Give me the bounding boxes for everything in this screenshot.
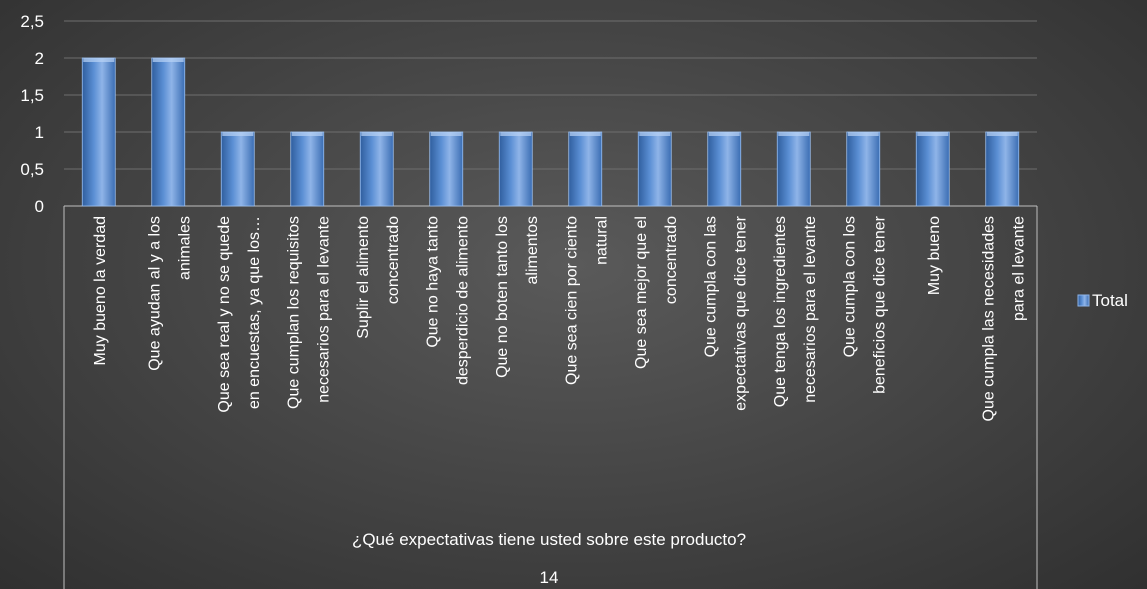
x-category-label-line: Que sea cien por ciento	[563, 216, 580, 385]
bar	[290, 131, 325, 207]
gridlines	[64, 20, 1037, 170]
bar	[915, 131, 950, 207]
x-category-label: Que no haya tanto desperdicio de alimento	[424, 216, 471, 385]
x-category-label: Que tenga los ingredientes necesarios par…	[772, 216, 819, 407]
y-tick-label: 2,5	[20, 12, 44, 31]
x-category-label: Que cumpla con las expectativas que dice …	[702, 215, 749, 410]
x-category-label-line: Que no haya tanto	[424, 216, 441, 348]
bar	[498, 131, 533, 207]
bar-highlight	[569, 132, 601, 136]
x-category-label-line: Muy bueno	[926, 216, 943, 295]
x-category-label: Que sea cien por ciento natural	[563, 216, 610, 385]
x-category-label-line: desperdicio de alimento	[454, 216, 471, 385]
bar-highlight	[708, 132, 740, 136]
bar	[707, 131, 742, 207]
x-axis-title: ¿Qué expectativas tiene usted sobre este…	[352, 530, 746, 549]
x-category-label: Que ayudan al y a los animales	[146, 216, 193, 371]
bar-highlight	[361, 132, 393, 136]
bar-highlight	[917, 132, 949, 136]
bars	[81, 57, 1020, 207]
x-category-label: Muy bueno la verdad	[92, 216, 109, 365]
x-category-label-line: concentrado	[663, 216, 680, 304]
y-tick-label: 1,5	[20, 86, 44, 105]
x-category-label-line: animales	[176, 216, 193, 280]
bar	[846, 131, 881, 207]
x-category-label-line: Suplir el alimento	[355, 216, 372, 339]
x-category-label-line: en encuestas, ya que los…	[246, 216, 263, 409]
bar-highlight	[500, 132, 532, 136]
bar-highlight	[778, 132, 810, 136]
x-category-label-line: Que sea mejor que el	[633, 216, 650, 369]
bar	[568, 131, 603, 207]
x-category-label-line: Que cumpla con las	[702, 216, 719, 357]
x-category-label-line: Que sea real y no se quede	[216, 216, 233, 413]
x-category-label-line: Que tenga los ingredientes	[772, 216, 789, 407]
x-category-label: Que sea mejor que el concentrado	[633, 216, 680, 369]
bar	[359, 131, 394, 207]
y-tick-label: 0	[35, 197, 44, 216]
group-label: 14	[540, 568, 559, 587]
y-tick-labels: 0 0,5 1 1,5 2 2,5	[20, 12, 44, 216]
x-category-label-line: alimentos	[524, 216, 541, 284]
legend: Total	[1077, 291, 1128, 310]
x-category-label: Que cumpla con los beneficios que dice te…	[841, 215, 888, 394]
x-category-label-line: Que ayudan al y a los	[146, 216, 163, 371]
y-tick-label: 0,5	[20, 160, 44, 179]
bar	[220, 131, 255, 207]
bar-highlight	[639, 132, 671, 136]
x-category-label: Que no boten tanto los alimentos	[494, 216, 541, 378]
x-category-label-line: Que no boten tanto los	[494, 216, 511, 378]
x-category-label-line: necesarios para el levante	[315, 216, 332, 403]
bar	[776, 131, 811, 207]
x-category-label-line: expectativas que dice tener	[732, 215, 749, 410]
bar-highlight	[847, 132, 879, 136]
x-category-label-line: Que cumplan los requisitos	[285, 216, 302, 409]
bar	[429, 131, 464, 207]
x-category-label-line: Muy bueno la verdad	[92, 216, 109, 365]
legend-swatch	[1077, 294, 1090, 307]
x-category-label-line: para el levante	[1010, 216, 1027, 321]
bar-highlight	[986, 132, 1018, 136]
legend-label: Total	[1092, 291, 1128, 310]
bar-highlight	[222, 132, 254, 136]
y-tick-label: 2	[35, 49, 44, 68]
x-category-label: Suplir el alimento concentrado	[355, 216, 402, 339]
bar-highlight	[83, 58, 115, 62]
x-category-label: Que sea real y no se quede en encuestas, …	[216, 216, 263, 413]
x-category-label-line: Que cumpla las necesidades	[980, 216, 997, 421]
x-category-label-line: concentrado	[385, 216, 402, 304]
x-category-label-line: natural	[593, 216, 610, 265]
x-category-label: Que cumplan los requisitos necesarios par…	[285, 216, 332, 409]
y-tick-label: 1	[35, 123, 44, 142]
bar	[151, 57, 186, 207]
bar	[985, 131, 1020, 207]
x-category-label: Muy bueno	[926, 216, 943, 295]
bar-highlight	[152, 58, 184, 62]
bar	[81, 57, 116, 207]
bar-highlight	[430, 132, 462, 136]
x-category-label-line: beneficios que dice tener	[871, 215, 888, 394]
bar	[637, 131, 672, 207]
bar-highlight	[291, 132, 323, 136]
x-category-label: Que cumpla las necesidades para el levant…	[980, 216, 1027, 422]
x-category-labels: Muy bueno la verdad Que ayudan al y a los…	[92, 215, 1028, 421]
x-category-label-line: Que cumpla con los	[841, 216, 858, 357]
x-category-label-line: necesarios para el levante	[802, 216, 819, 403]
